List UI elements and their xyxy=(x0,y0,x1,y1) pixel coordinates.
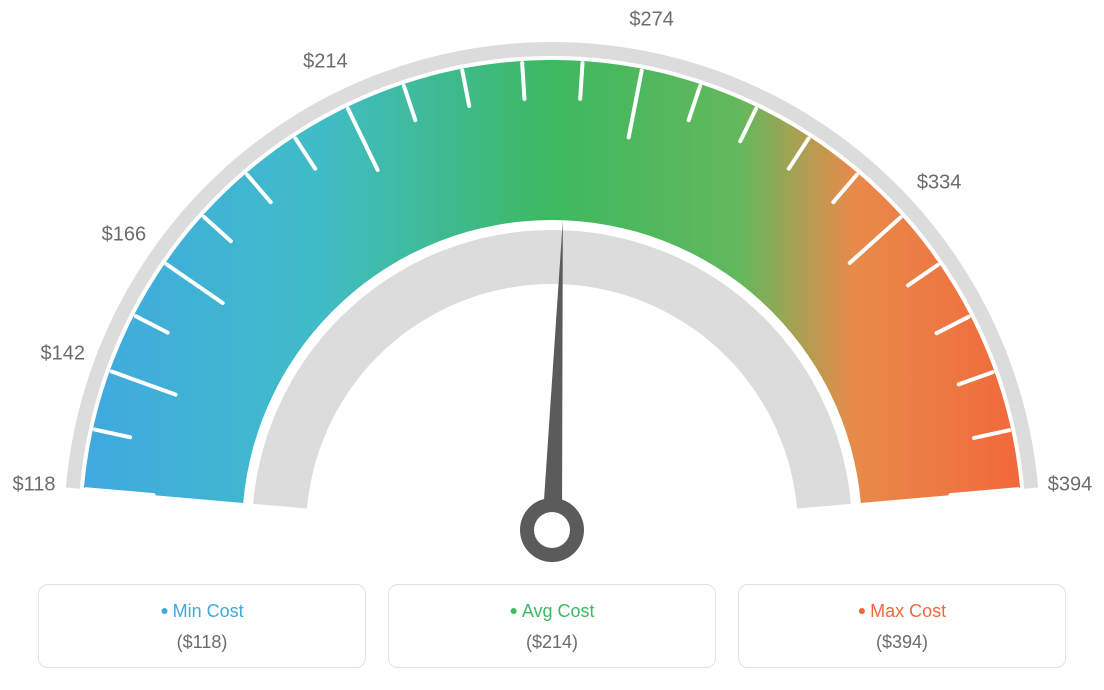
gauge-tick-label: $118 xyxy=(12,473,55,496)
gauge-tick-label: $394 xyxy=(1048,473,1093,496)
gauge-tick-label: $334 xyxy=(917,171,962,194)
legend-label: Max Cost xyxy=(751,601,1053,622)
gauge-tick-label: $166 xyxy=(102,223,147,246)
legend-card-min: Min Cost ($118) xyxy=(38,584,366,668)
gauge-tick-label: $214 xyxy=(303,50,348,73)
legend-card-max: Max Cost ($394) xyxy=(738,584,1066,668)
legend-card-avg: Avg Cost ($214) xyxy=(388,584,716,668)
gauge-tick-label: $274 xyxy=(629,8,674,31)
legend-value: ($214) xyxy=(401,632,703,653)
legend-value: ($394) xyxy=(751,632,1053,653)
legend-row: Min Cost ($118) Avg Cost ($214) Max Cost… xyxy=(38,584,1066,668)
legend-label: Avg Cost xyxy=(401,601,703,622)
legend-value: ($118) xyxy=(51,632,353,653)
cost-gauge xyxy=(0,10,1104,570)
gauge-tick-label: $142 xyxy=(40,342,85,365)
legend-label: Min Cost xyxy=(51,601,353,622)
